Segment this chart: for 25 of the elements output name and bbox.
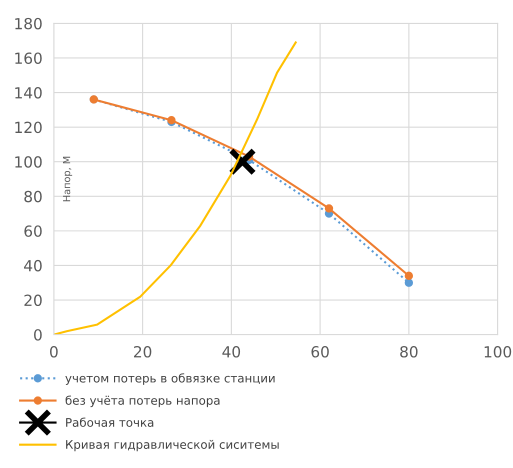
legend-label: Рабочая точка <box>66 418 154 427</box>
legend-label: учетом потерь в обвязке станции <box>65 373 275 385</box>
x-tick-label: 20 <box>134 346 152 358</box>
legend-label: Кривая гидравлической сиситемы <box>66 440 279 452</box>
y-tick-label: 20 <box>24 294 42 306</box>
x-tick-label: 40 <box>222 346 240 358</box>
point <box>404 272 414 280</box>
x-tick-label: 80 <box>400 346 418 358</box>
y-tick-label: 40 <box>24 260 42 272</box>
x-tick-label: 60 <box>311 346 329 358</box>
line-series <box>54 41 297 335</box>
y-tick-label: 0 <box>34 329 42 341</box>
y-tick-label: 120 <box>15 122 42 134</box>
y-axis-title: Напор, М <box>63 156 72 202</box>
point <box>404 278 414 287</box>
point <box>324 204 334 213</box>
y-tick-label: 160 <box>15 52 42 64</box>
legend-label: без учёта потерь напора <box>66 396 220 408</box>
y-tick-label: 80 <box>24 190 42 202</box>
x-tick-label: 100 <box>484 346 512 358</box>
y-tick-label: 100 <box>15 156 42 168</box>
y-tick-label: 180 <box>15 18 42 30</box>
y-tick-label: 140 <box>15 87 42 99</box>
x-tick-label: 0 <box>50 346 58 358</box>
y-tick-label: 60 <box>24 225 42 237</box>
